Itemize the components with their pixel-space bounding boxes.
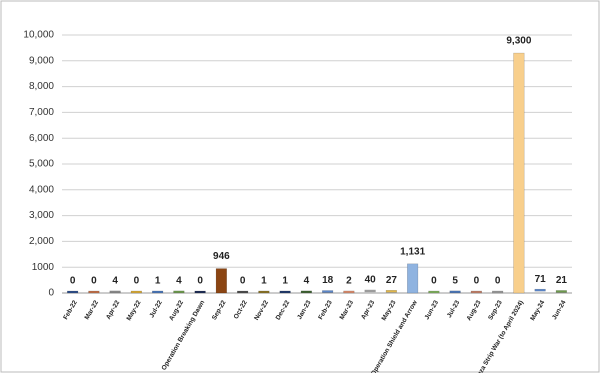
bar xyxy=(215,268,227,294)
value-label: 2 xyxy=(346,276,352,287)
value-label: 4 xyxy=(176,276,182,287)
bar xyxy=(449,290,461,294)
value-label: 5 xyxy=(452,276,458,287)
bar xyxy=(300,290,312,294)
value-label: 4 xyxy=(304,276,310,287)
bar xyxy=(173,290,185,294)
value-label: 0 xyxy=(197,276,203,287)
bar xyxy=(364,289,376,293)
value-label: 40 xyxy=(365,275,377,286)
value-label: 18 xyxy=(322,275,334,286)
bar xyxy=(130,290,142,294)
bar xyxy=(109,290,121,294)
value-label: 71 xyxy=(535,274,547,285)
bar xyxy=(385,290,397,293)
bar xyxy=(258,290,270,294)
value-label: 21 xyxy=(556,275,568,286)
bar xyxy=(322,290,334,293)
value-label: 27 xyxy=(386,275,398,286)
value-label: 9,300 xyxy=(506,36,531,47)
bar xyxy=(88,290,100,294)
value-label: 1 xyxy=(155,276,161,287)
bar xyxy=(343,290,355,294)
bar xyxy=(428,290,440,294)
value-label: 0 xyxy=(495,276,501,287)
value-label: 0 xyxy=(91,276,97,287)
y-tick-label: 0 xyxy=(48,288,54,299)
value-label: 4 xyxy=(112,276,118,287)
value-label: 0 xyxy=(134,276,140,287)
y-tick-label: 7,000 xyxy=(29,107,54,118)
value-label: 1 xyxy=(282,276,288,287)
y-tick-label: 8,000 xyxy=(29,81,54,92)
y-tick-label: 5,000 xyxy=(29,159,54,170)
y-tick-label: 6,000 xyxy=(29,133,54,144)
bar xyxy=(555,290,567,293)
y-tick-label: 3,000 xyxy=(29,210,54,221)
value-label: 0 xyxy=(240,276,246,287)
bar xyxy=(534,288,546,292)
value-label: 0 xyxy=(431,276,437,287)
bar xyxy=(513,52,525,294)
y-tick-label: 2,000 xyxy=(29,236,54,247)
bar xyxy=(279,290,291,294)
y-tick-label: 9,000 xyxy=(29,55,54,66)
value-label: 946 xyxy=(213,251,230,262)
y-tick-label: 4,000 xyxy=(29,184,54,195)
bar xyxy=(407,263,419,294)
bar xyxy=(152,290,164,294)
bar xyxy=(237,290,249,294)
y-tick-label: 10,000 xyxy=(23,30,54,41)
y-tick-label: 1000 xyxy=(32,262,55,273)
value-label: 1 xyxy=(261,276,267,287)
bar xyxy=(492,290,504,294)
bar xyxy=(194,290,206,294)
bar xyxy=(67,290,79,294)
value-label: 1,131 xyxy=(400,246,425,257)
bar xyxy=(470,290,482,294)
value-label: 0 xyxy=(474,276,480,287)
value-label: 0 xyxy=(70,276,76,287)
